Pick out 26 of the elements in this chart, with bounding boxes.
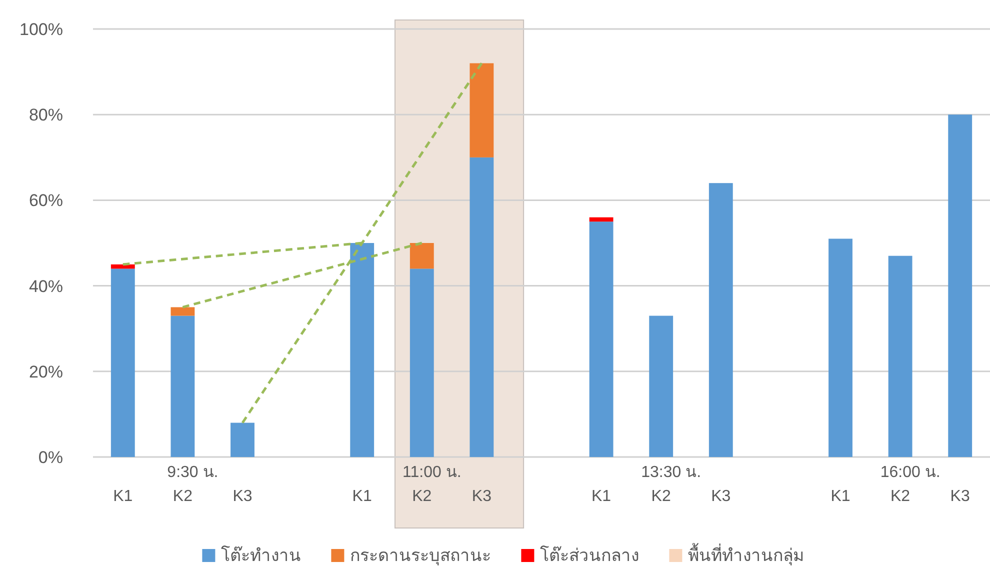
x-tick-label: K3 [232, 488, 252, 505]
text: 11:00 น. [402, 464, 462, 481]
x-tick-label: K3 [950, 488, 970, 505]
text: 13:30 น. [641, 464, 702, 481]
legend-label: โต๊ะทำงาน [221, 545, 302, 565]
y-tick-label: 100% [20, 20, 63, 39]
y-tick-label: 80% [28, 106, 63, 125]
x-tick-label: K2 [890, 488, 910, 505]
y-tick-label: 40% [28, 276, 63, 296]
x-tick-label: K3 [472, 488, 492, 505]
y-tick-label: 20% [28, 362, 63, 382]
x-tick-label: K1 [113, 488, 133, 505]
x-tick-label: K1 [830, 488, 850, 505]
y-tick-label: 60% [28, 191, 63, 210]
x-tick-label: K3 [711, 488, 731, 505]
x-tick-label: K2 [651, 488, 671, 505]
x-tick-label: K2 [172, 488, 193, 505]
x-tick-label: K2 [412, 488, 432, 505]
legend-label: พื้นที่ทำงานกลุ่ม [688, 543, 804, 566]
legend-label: กระดานระบุสถานะ [350, 546, 492, 566]
y-tick-label: 0% [38, 448, 63, 467]
legend-label: โต๊ะส่วนกลาง [540, 545, 640, 565]
text: 9:30 น. [167, 464, 218, 481]
x-tick-label: K1 [592, 488, 612, 505]
text: 16:00 น. [880, 464, 940, 481]
x-tick-label: K1 [352, 488, 372, 505]
